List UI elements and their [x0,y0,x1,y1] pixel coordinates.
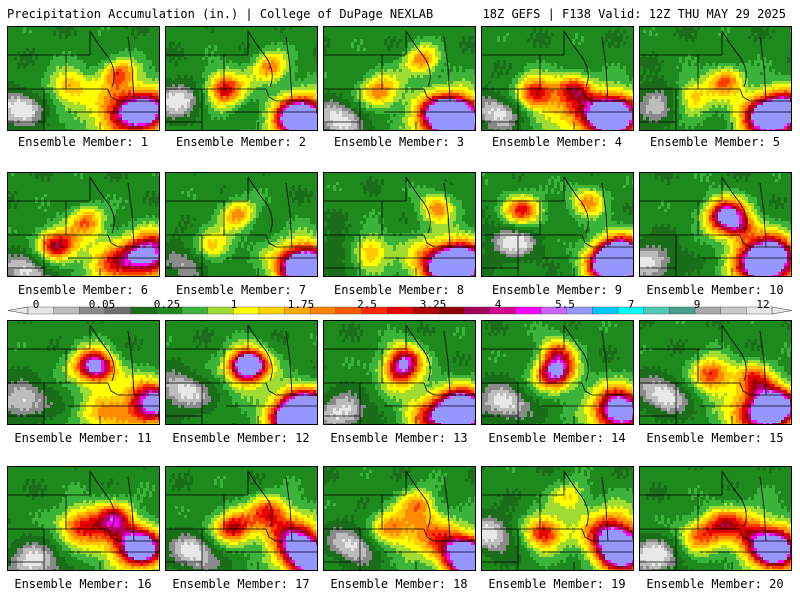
run-valid-time: 18Z GEFS | F138 Valid: 12Z THU MAY 29 20… [483,7,786,21]
precip-map [166,173,317,276]
ensemble-member-map [7,320,160,425]
ensemble-member-map [323,466,476,571]
ensemble-member-map [639,320,792,425]
precip-map [324,173,475,276]
colorbar-segment [515,306,542,315]
ensemble-member-map [481,26,634,131]
ensemble-member-label: Ensemble Member: 8 [319,283,479,297]
colorbar-segment [643,306,671,315]
ensemble-member-label: Ensemble Member: 7 [161,283,321,297]
ensemble-member-label: Ensemble Member: 18 [319,577,479,591]
ensemble-member-label: Ensemble Member: 1 [3,135,163,149]
ensemble-member-map [481,320,634,425]
ensemble-member-map [323,172,476,277]
colorbar-segment [53,306,81,315]
ensemble-member-label: Ensemble Member: 9 [477,283,637,297]
precip-map [8,27,159,130]
colorbar-segment [592,306,619,315]
colorbar-segment [386,306,414,315]
precip-map [166,27,317,130]
precip-map [482,321,633,424]
ensemble-member-map [323,320,476,425]
precip-map [324,27,475,130]
colorbar-tick: 1.75 [288,298,315,311]
ensemble-member-label: Ensemble Member: 16 [3,577,163,591]
ensemble-member-map [639,26,792,131]
precip-map [640,321,791,424]
ensemble-member-map [165,26,318,131]
colorbar-tick: 9 [694,298,701,311]
ensemble-member-map [7,26,160,131]
colorbar-tick: 0.05 [89,298,116,311]
colorbar-tick: 2.5 [357,298,377,311]
ensemble-member-map [165,172,318,277]
colorbar-tick: 0.25 [154,298,181,311]
ensemble-member-label: Ensemble Member: 13 [319,431,479,445]
ensemble-member-map [323,26,476,131]
precip-map [482,467,633,570]
precip-map [8,467,159,570]
precip-map [482,27,633,130]
colorbar-segment [258,306,286,315]
precip-map [640,27,791,130]
product-title: Precipitation Accumulation (in.) | Colle… [7,7,433,21]
colorbar-segment [720,306,748,315]
ensemble-member-map [481,466,634,571]
precip-map [166,467,317,570]
precip-map [640,173,791,276]
colorbar-tick: 1 [231,298,238,311]
ensemble-member-label: Ensemble Member: 4 [477,135,637,149]
colorbar-segment [463,306,491,315]
colorbar-min-arrow [7,306,29,315]
ensemble-member-map [639,172,792,277]
ensemble-member-label: Ensemble Member: 3 [319,135,479,149]
ensemble-member-map [481,172,634,277]
ensemble-member-label: Ensemble Member: 19 [477,577,637,591]
ensemble-member-map [165,466,318,571]
ensemble-member-map [7,466,160,571]
colorbar-tick: 4 [495,298,502,311]
precip-map [166,321,317,424]
precip-map [8,173,159,276]
precip-map [324,467,475,570]
ensemble-member-label: Ensemble Member: 14 [477,431,637,445]
precip-colorbar [7,306,793,315]
colorbar-segment [181,306,209,315]
ensemble-member-map [639,466,792,571]
colorbar-tick: 7 [628,298,635,311]
colorbar-tick: 0 [33,298,40,311]
ensemble-member-map [7,172,160,277]
colorbar-segment [669,306,696,315]
ensemble-member-label: Ensemble Member: 15 [635,431,795,445]
ensemble-member-label: Ensemble Member: 5 [635,135,795,149]
precip-map [8,321,159,424]
precip-map [482,173,633,276]
colorbar-tick: 5.5 [555,298,575,311]
ensemble-member-label: Ensemble Member: 12 [161,431,321,445]
ensemble-member-label: Ensemble Member: 2 [161,135,321,149]
ensemble-member-map [165,320,318,425]
colorbar-tick: 3.25 [420,298,447,311]
ensemble-member-label: Ensemble Member: 17 [161,577,321,591]
ensemble-member-label: Ensemble Member: 10 [635,283,795,297]
ensemble-member-label: Ensemble Member: 20 [635,577,795,591]
colorbar-max-arrow [771,306,793,315]
ensemble-member-label: Ensemble Member: 6 [3,283,163,297]
precip-map [640,467,791,570]
colorbar-tick: 12 [756,298,769,311]
ensemble-member-label: Ensemble Member: 11 [3,431,163,445]
precip-map [324,321,475,424]
